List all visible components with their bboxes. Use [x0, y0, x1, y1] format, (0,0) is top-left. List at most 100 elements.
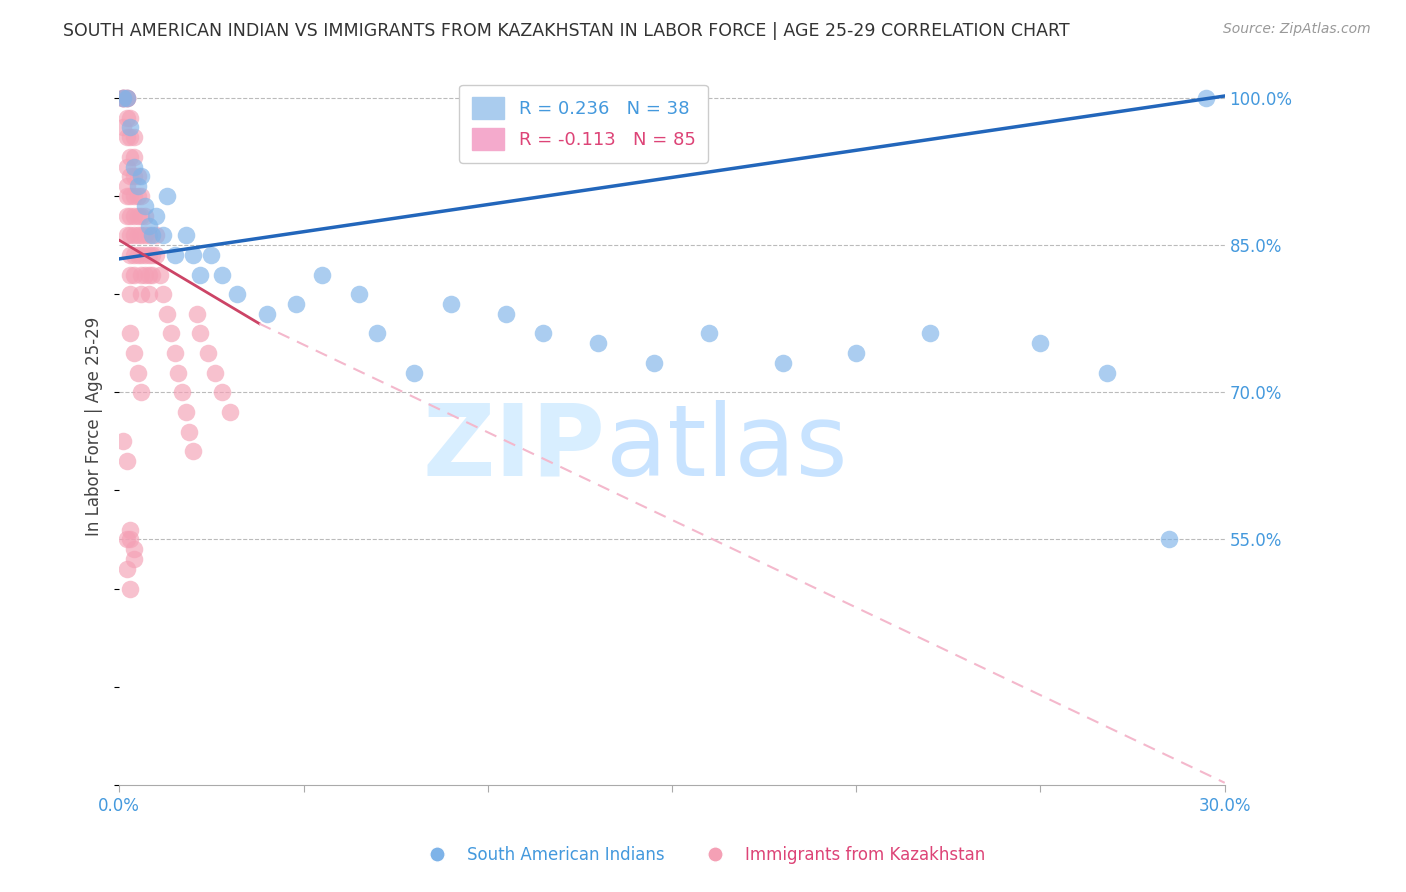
Point [120, 533, 142, 547]
Point [134, 228, 156, 243]
Point [167, 366, 190, 380]
Point [226, 287, 249, 301]
Point [366, 326, 388, 341]
Point [697, 326, 720, 341]
Point [120, 248, 142, 262]
Point [127, 228, 149, 243]
Point [131, 385, 153, 400]
Point [127, 179, 149, 194]
Point [120, 268, 142, 282]
Point [163, 346, 186, 360]
Point [122, 130, 145, 145]
Point [181, 444, 204, 458]
Point [188, 268, 211, 282]
Point [127, 248, 149, 262]
Point [120, 111, 142, 125]
Point [131, 228, 153, 243]
Point [111, 91, 134, 105]
Point [138, 287, 160, 301]
Point [311, 268, 333, 282]
Point [127, 169, 149, 184]
Point [145, 209, 167, 223]
Point [122, 209, 145, 223]
Point [179, 425, 201, 439]
Point [111, 434, 134, 449]
Point [188, 326, 211, 341]
Point [152, 228, 174, 243]
Point [127, 189, 149, 203]
Point [115, 111, 138, 125]
Point [200, 248, 222, 262]
Point [120, 150, 142, 164]
Point [174, 405, 197, 419]
Point [440, 297, 463, 311]
Point [111, 91, 134, 105]
Point [149, 268, 172, 282]
Legend: R = 0.236   N = 38, R = -0.113   N = 85: R = 0.236 N = 38, R = -0.113 N = 85 [458, 85, 709, 163]
Point [643, 356, 665, 370]
Point [145, 248, 167, 262]
Point [122, 268, 145, 282]
Point [122, 150, 145, 164]
Point [122, 542, 145, 557]
Point [122, 189, 145, 203]
Point [122, 346, 145, 360]
Point [115, 160, 138, 174]
Point [211, 268, 233, 282]
Point [111, 91, 134, 105]
Point [772, 356, 794, 370]
Point [145, 228, 167, 243]
Point [134, 268, 156, 282]
Point [160, 326, 183, 341]
Point [120, 287, 142, 301]
Point [115, 179, 138, 194]
Point [115, 91, 138, 105]
Point [115, 91, 138, 105]
Point [131, 169, 153, 184]
Point [134, 248, 156, 262]
Point [197, 346, 219, 360]
Point [218, 405, 240, 419]
Point [131, 209, 153, 223]
Point [115, 209, 138, 223]
Point [1095, 366, 1118, 380]
Point [120, 130, 142, 145]
Point [122, 228, 145, 243]
Point [131, 287, 153, 301]
Point [115, 533, 138, 547]
Point [256, 307, 278, 321]
Point [134, 209, 156, 223]
Point [120, 189, 142, 203]
Point [156, 307, 179, 321]
Point [163, 248, 186, 262]
Point [138, 228, 160, 243]
Legend: South American Indians, Immigrants from Kazakhstan: South American Indians, Immigrants from … [413, 839, 993, 871]
Point [141, 268, 163, 282]
Point [170, 385, 193, 400]
Point [120, 523, 142, 537]
Point [495, 307, 517, 321]
Point [138, 268, 160, 282]
Point [120, 228, 142, 243]
Point [111, 91, 134, 105]
Point [122, 552, 145, 566]
Point [111, 120, 134, 135]
Point [204, 366, 226, 380]
Text: atlas: atlas [606, 400, 848, 497]
Point [115, 91, 138, 105]
Point [115, 91, 138, 105]
Point [186, 307, 208, 321]
Point [588, 336, 610, 351]
Point [156, 189, 179, 203]
Point [211, 385, 233, 400]
Point [115, 454, 138, 468]
Point [120, 169, 142, 184]
Point [122, 248, 145, 262]
Point [347, 287, 370, 301]
Point [120, 326, 142, 341]
Point [131, 189, 153, 203]
Point [402, 366, 425, 380]
Point [1029, 336, 1052, 351]
Point [1159, 533, 1181, 547]
Point [845, 346, 868, 360]
